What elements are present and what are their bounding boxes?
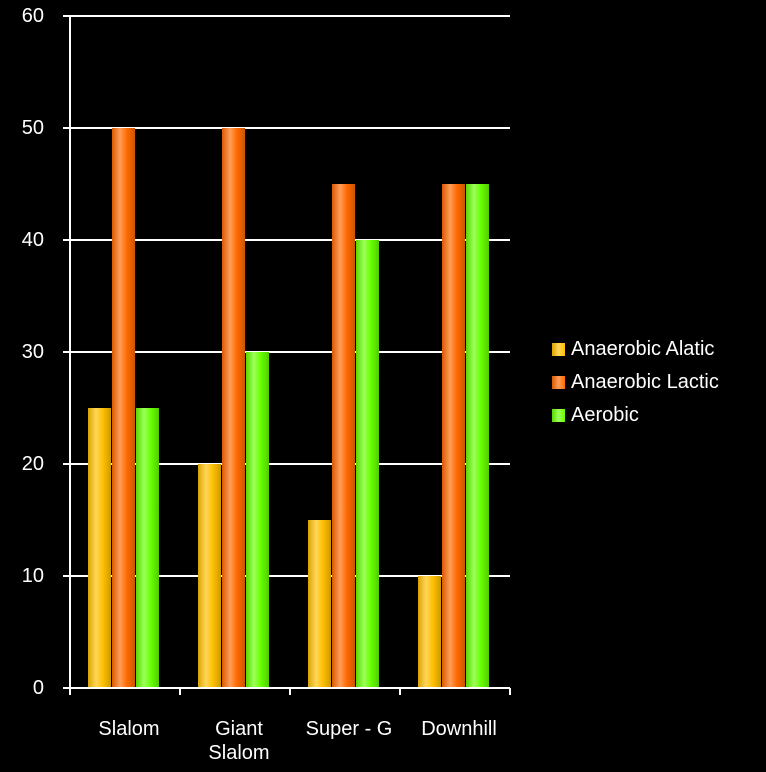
legend-label: Anaerobic Alatic (571, 338, 715, 360)
x-tick-label-line: Slalom (98, 718, 159, 740)
axes (63, 15, 511, 695)
bar-anaerobic-lactic-3 (442, 184, 465, 688)
legend-swatch (552, 409, 565, 422)
x-tick-label-line: Giant (215, 718, 263, 740)
x-tick-label-line: Slalom (208, 742, 269, 764)
bar-aerobic-0 (136, 408, 159, 688)
legend: Anaerobic Alatic Anaerobic Lactic Aerobic (552, 333, 764, 432)
legend-item: Anaerobic Lactic (552, 366, 764, 399)
x-tick-label-line: Downhill (421, 718, 497, 740)
legend-label: Anaerobic Lactic (571, 371, 719, 393)
bar-anaerobic-alatic-1 (198, 464, 221, 688)
y-tick-label: 50 (22, 117, 44, 139)
x-tick-label: Slalom (98, 718, 159, 740)
legend-item: Aerobic (552, 399, 764, 432)
legend-item: Anaerobic Alatic (552, 333, 764, 366)
y-tick-label: 30 (22, 341, 44, 363)
bar-anaerobic-alatic-3 (418, 576, 441, 688)
x-tick-label: Super - G (306, 718, 393, 740)
bar-anaerobic-alatic-0 (88, 408, 111, 688)
x-tick-label-line: Super - G (306, 718, 393, 740)
y-tick-label: 20 (22, 453, 44, 475)
y-tick-labels: 0 10 20 30 40 50 60 (22, 5, 44, 699)
legend-swatch (552, 343, 565, 356)
x-tick-label: Downhill (421, 718, 497, 740)
bar-anaerobic-alatic-2 (308, 520, 331, 688)
legend-label: Aerobic (571, 404, 639, 426)
legend-swatch (552, 376, 565, 389)
y-tick-label: 60 (22, 5, 44, 27)
y-tick-label: 0 (33, 677, 44, 699)
bar-anaerobic-lactic-1 (222, 128, 245, 688)
x-tick-label: Giant Slalom (208, 718, 269, 764)
bar-aerobic-1 (246, 352, 269, 688)
bar-anaerobic-lactic-2 (332, 184, 355, 688)
y-tick-label: 40 (22, 229, 44, 251)
bar-anaerobic-lactic-0 (112, 128, 135, 688)
bars (88, 128, 489, 688)
y-tick-label: 10 (22, 565, 44, 587)
bar-aerobic-2 (356, 240, 379, 688)
bar-aerobic-3 (466, 184, 489, 688)
